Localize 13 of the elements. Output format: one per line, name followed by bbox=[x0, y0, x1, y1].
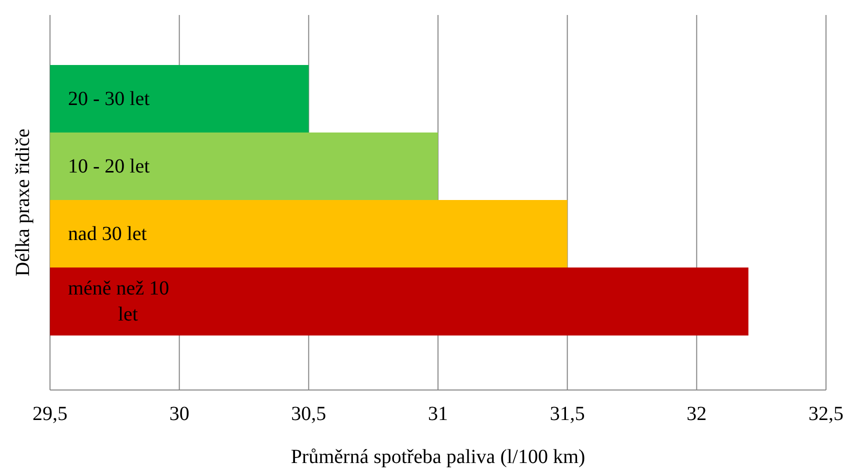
x-tick-label: 29,5 bbox=[32, 403, 68, 426]
y-tick-label: méně než 10 let bbox=[68, 277, 170, 326]
y-axis-title: Délka praxe řidiče bbox=[12, 128, 34, 276]
x-tick-label: 31 bbox=[428, 403, 448, 426]
x-tick-label: 31,5 bbox=[550, 403, 585, 426]
y-tick-label: 10 - 20 let bbox=[68, 155, 150, 178]
x-axis-title: Průměrná spotřeba paliva (l/100 km) bbox=[290, 446, 586, 468]
x-tick-label: 32 bbox=[686, 403, 707, 426]
x-tick-label: 30,5 bbox=[291, 403, 326, 426]
x-tick-label: 32,5 bbox=[808, 403, 844, 426]
x-tick-label: 30 bbox=[169, 403, 190, 426]
y-tick-label: nad 30 let bbox=[68, 222, 148, 245]
y-tick-label: 20 - 30 let bbox=[68, 88, 150, 110]
